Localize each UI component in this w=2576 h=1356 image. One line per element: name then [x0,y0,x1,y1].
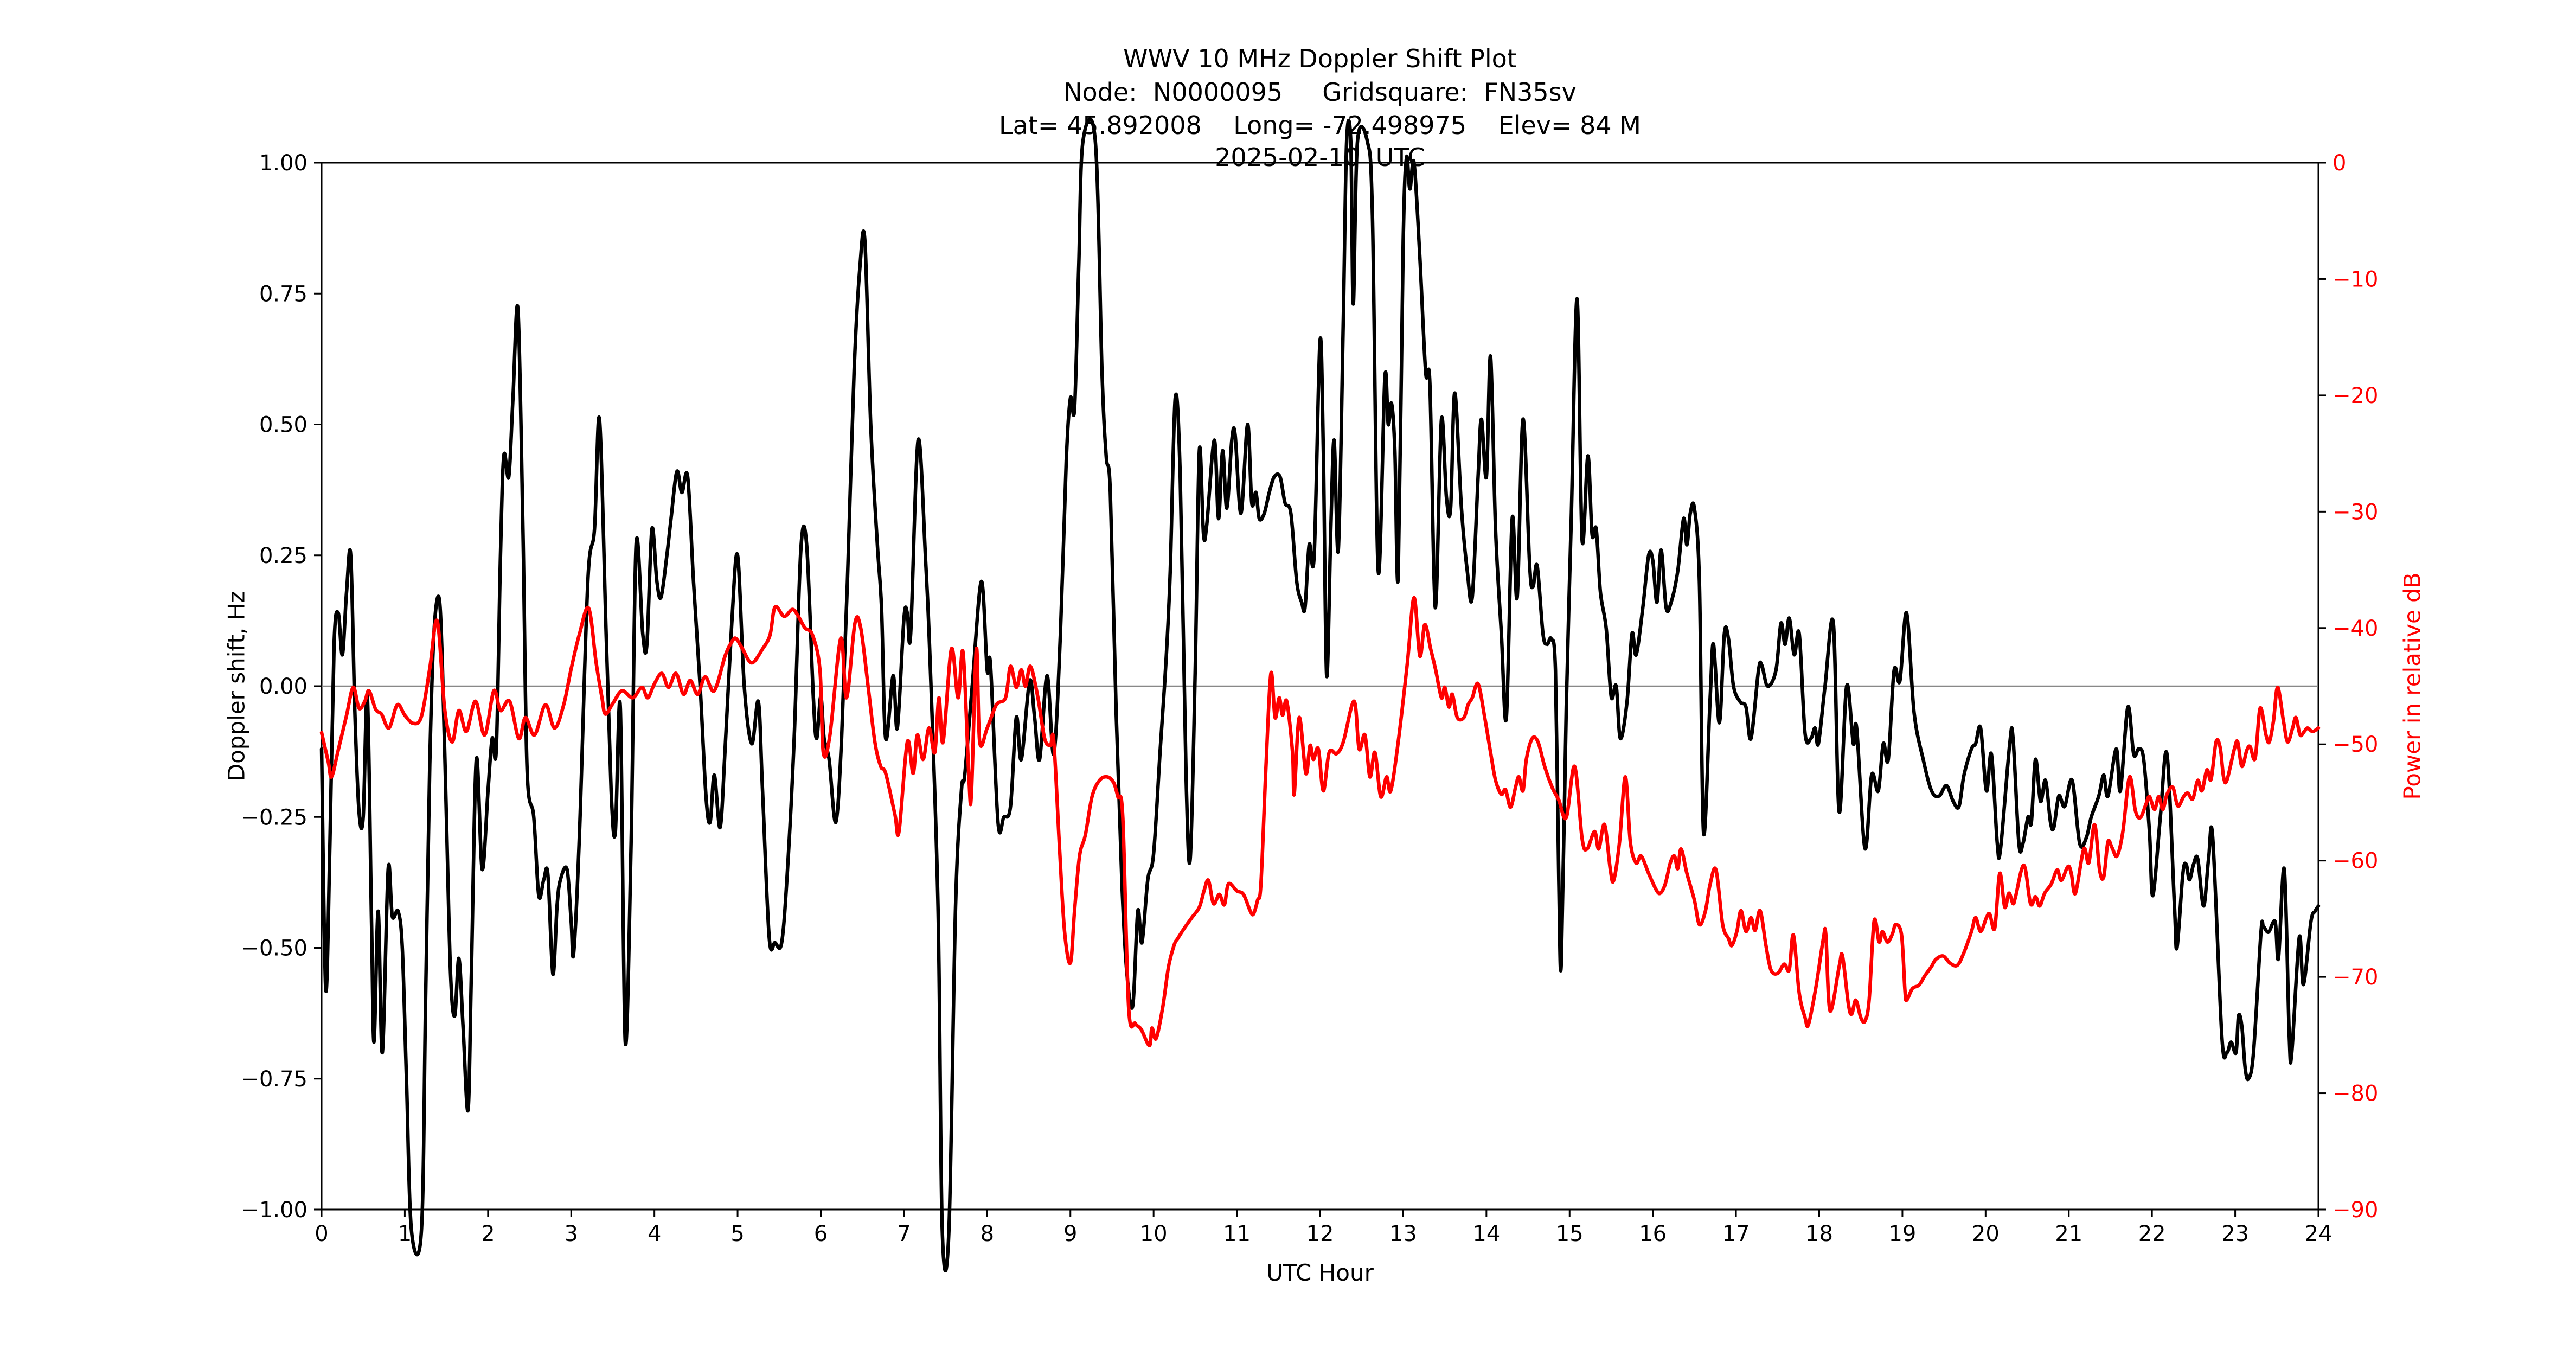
chart-title-line-3: Lat= 45.892008 Long= -72.498975 Elev= 84… [999,111,1641,140]
y-right-tick-label: 0 [2333,151,2346,176]
x-tick-label: 2 [481,1221,495,1246]
chart-title-line-1: WWV 10 MHz Doppler Shift Plot [1123,44,1517,73]
x-tick-label: 22 [2138,1221,2166,1246]
x-axis-label: UTC Hour [1266,1259,1374,1286]
x-tick-label: 0 [315,1221,328,1246]
doppler-shift-trace [319,117,2321,1272]
y-right-tick-label: −90 [2333,1198,2378,1223]
y-left-tick-label: −0.75 [241,1067,307,1092]
y-left-tick-label: 1.00 [259,151,307,176]
power-trace [319,596,2321,1047]
x-tick-label: 12 [1306,1221,1334,1246]
chart-title-line-2: Node: N0000095 Gridsquare: FN35sv [1063,78,1577,107]
x-tick-label: 5 [730,1221,744,1246]
x-tick-label: 10 [1140,1221,1168,1246]
y-right-tick-label: −20 [2333,383,2378,408]
y-left-tick-label: −0.25 [241,805,307,830]
x-tick-label: 9 [1063,1221,1077,1246]
right-axis-label: Power in relative dB [2399,572,2426,800]
y-right-tick-label: −80 [2333,1082,2378,1106]
x-tick-label: 11 [1223,1221,1251,1246]
left-axis-label: Doppler shift, Hz [223,591,250,782]
x-tick-label: 4 [648,1221,661,1246]
x-tick-label: 16 [1639,1221,1667,1246]
x-tick-label: 3 [565,1221,578,1246]
x-tick-label: 14 [1472,1221,1500,1246]
y-left-tick-label: −1.00 [241,1198,307,1223]
y-left-tick-label: 0.75 [259,282,307,306]
x-tick-label: 13 [1389,1221,1417,1246]
y-right-tick-label: −60 [2333,849,2378,874]
y-left-tick-label: 0.25 [259,543,307,568]
chart-title-line-4: 2025-02-10 UTC [1215,143,1425,172]
x-tick-label: 24 [2305,1221,2333,1246]
y-right-tick-label: −40 [2333,616,2378,641]
x-tick-label: 8 [981,1221,994,1246]
y-left-tick-label: −0.50 [241,936,307,961]
x-tick-label: 7 [897,1221,911,1246]
x-tick-label: 15 [1556,1221,1584,1246]
y-right-tick-label: −50 [2333,732,2378,757]
y-right-tick-label: −30 [2333,500,2378,525]
x-tick-label: 21 [2055,1221,2082,1246]
x-tick-label: 20 [1972,1221,2000,1246]
x-tick-label: 18 [1805,1221,1833,1246]
x-tick-label: 23 [2221,1221,2249,1246]
x-tick-label: 6 [814,1221,828,1246]
x-tick-label: 19 [1888,1221,1916,1246]
y-right-tick-label: −70 [2333,965,2378,990]
y-left-tick-label: 0.50 [259,413,307,438]
x-tick-label: 17 [1722,1221,1750,1246]
y-left-tick-label: 0.00 [259,674,307,699]
y-right-tick-label: −10 [2333,267,2378,292]
